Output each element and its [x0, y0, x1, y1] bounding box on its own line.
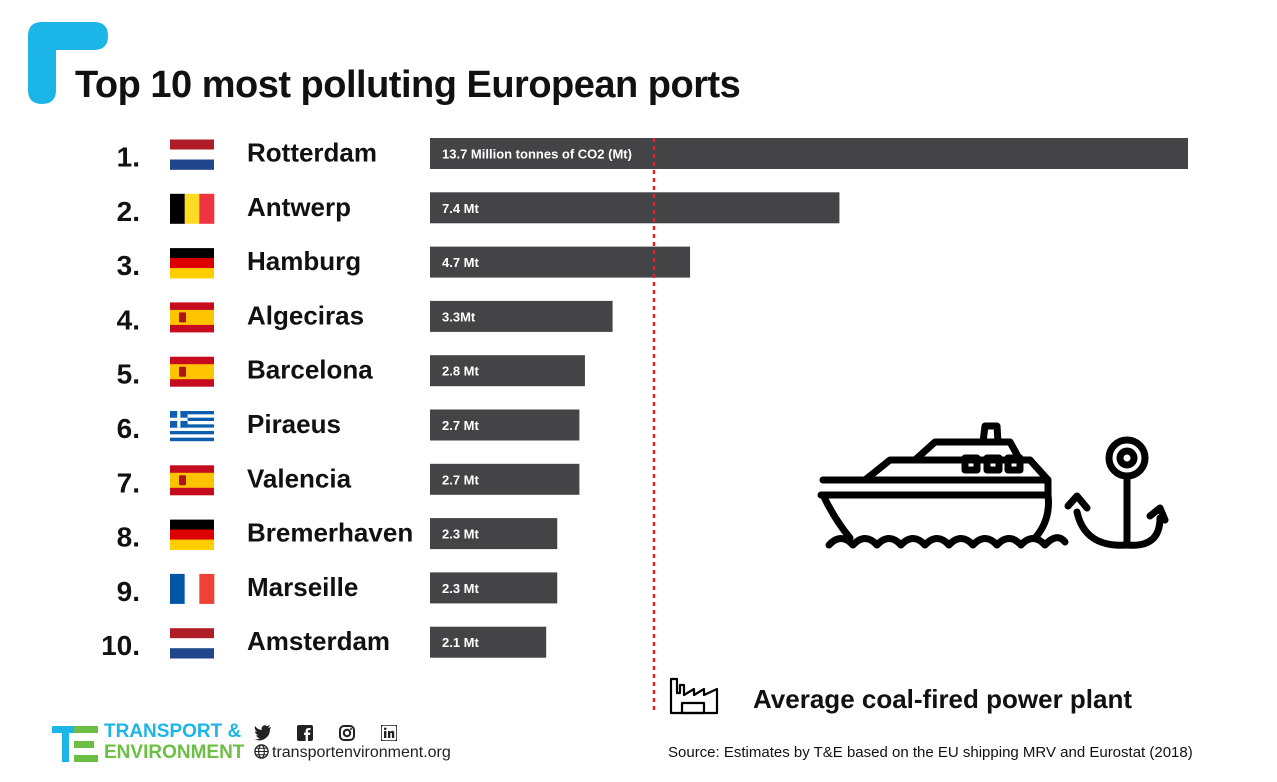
bar	[430, 463, 580, 495]
rank-label: 7.	[117, 467, 140, 498]
logo-wordmark: TRANSPORT & ENVIRONMENT	[104, 721, 244, 763]
bar	[430, 246, 691, 278]
rank-label: 9.	[117, 576, 140, 607]
rank-label: 4.	[117, 304, 140, 335]
bar-row: 3. Hamburg 4.7 Mt	[117, 246, 691, 281]
rank-label: 3.	[117, 250, 140, 281]
data-label: 2.3 Mt	[442, 581, 480, 596]
bar	[430, 355, 585, 387]
data-label: 2.1 Mt	[442, 635, 480, 650]
website-link[interactable]: transportenvironment.org	[254, 744, 451, 762]
germany-flag-icon	[170, 519, 214, 550]
linkedin-icon[interactable]	[380, 724, 398, 742]
spain-flag-icon	[170, 465, 214, 496]
netherlands-flag-icon	[170, 139, 214, 170]
bar-row: 7. Valencia 2.7 Mt	[117, 463, 580, 498]
social-links	[254, 724, 398, 742]
data-label: 2.7 Mt	[442, 418, 480, 433]
category-label: Algeciras	[247, 300, 364, 330]
spain-flag-icon	[170, 356, 214, 387]
corner-bracket-decoration	[28, 22, 108, 104]
data-label: 4.7 Mt	[442, 255, 480, 270]
bar-row: 4. Algeciras 3.3Mt	[117, 300, 613, 335]
spain-flag-icon	[170, 302, 214, 333]
bar-row: 1. Rotterdam 13.7 Million tonnes of CO2 (M…	[117, 138, 1188, 173]
germany-flag-icon	[170, 248, 214, 279]
greece-flag-icon	[170, 411, 214, 442]
logo-line-2: ENVIRONMENT	[104, 742, 245, 763]
data-label: 2.7 Mt	[442, 472, 480, 487]
category-label: Valencia	[247, 463, 352, 493]
bar-row: 2. Antwerp 7.4 Mt	[117, 192, 840, 227]
bar-row: 10. Amsterdam 2.1 Mt	[101, 626, 547, 661]
bar	[430, 572, 558, 604]
netherlands-flag-icon	[170, 628, 214, 659]
category-label: Rotterdam	[247, 138, 377, 168]
bar	[430, 192, 840, 224]
france-flag-icon	[170, 573, 215, 604]
bar-row: 8. Bremerhaven 2.3 Mt	[117, 518, 558, 553]
logo-line-1: TRANSPORT &	[104, 721, 242, 742]
data-label: 13.7 Million tonnes of CO2 (Mt)	[442, 147, 632, 162]
data-label: 2.3 Mt	[442, 527, 480, 542]
bar-row: 6. Piraeus 2.7 Mt	[117, 409, 580, 444]
bar	[430, 300, 613, 332]
data-label: 7.4 Mt	[442, 201, 480, 216]
chart-title: Top 10 most polluting European ports	[75, 64, 741, 106]
globe-icon	[254, 744, 269, 759]
reference-legend-label: Average coal-fired power plant	[753, 684, 1133, 714]
data-label: 2.8 Mt	[442, 364, 480, 379]
category-label: Marseille	[247, 572, 358, 602]
bar	[430, 626, 547, 658]
factory-icon	[669, 677, 719, 715]
rank-label: 6.	[117, 413, 140, 444]
category-label: Amsterdam	[247, 626, 390, 656]
rank-label: 2.	[117, 196, 140, 227]
belgium-flag-icon	[170, 193, 215, 224]
instagram-icon[interactable]	[338, 724, 356, 742]
cruise-ship-icon	[817, 422, 1169, 549]
bar-row: 9. Marseille 2.3 Mt	[117, 572, 558, 607]
bar-row: 5. Barcelona 2.8 Mt	[117, 355, 585, 390]
category-label: Hamburg	[247, 246, 361, 276]
facebook-icon[interactable]	[296, 724, 314, 742]
category-label: Bremerhaven	[247, 518, 413, 548]
rank-label: 8.	[117, 522, 140, 553]
rank-label: 10.	[101, 630, 140, 661]
twitter-icon[interactable]	[254, 724, 272, 742]
bar	[430, 409, 580, 441]
category-label: Barcelona	[247, 355, 373, 385]
category-label: Antwerp	[247, 192, 351, 222]
data-label: 3.3Mt	[442, 309, 476, 324]
rank-label: 1.	[117, 142, 140, 173]
source-note: Source: Estimates by T&E based on the EU…	[668, 744, 1193, 761]
bar	[430, 518, 558, 550]
category-label: Piraeus	[247, 409, 341, 439]
rank-label: 5.	[117, 359, 140, 390]
transport-environment-logo-icon	[52, 726, 98, 762]
bar	[430, 138, 1188, 169]
website-url: transportenvironment.org	[272, 744, 451, 761]
